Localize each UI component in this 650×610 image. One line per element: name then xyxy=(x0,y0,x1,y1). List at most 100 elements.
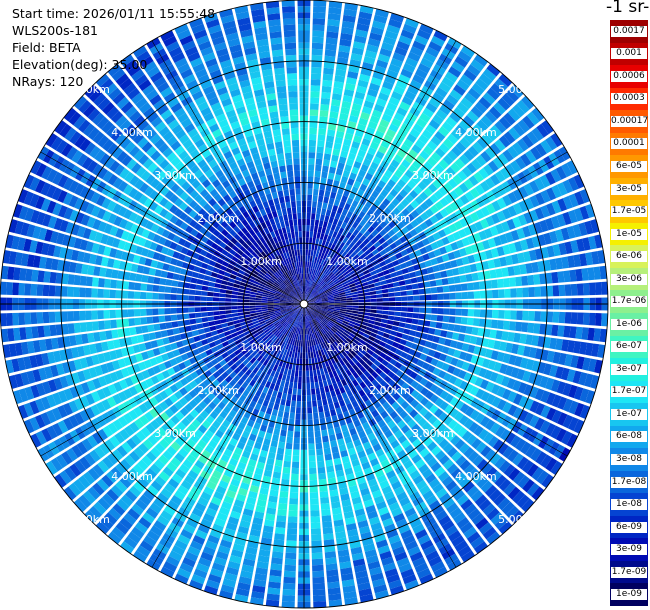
ray-gate xyxy=(396,203,405,212)
ray-gate xyxy=(539,174,551,188)
ray-gate xyxy=(346,441,355,450)
ray-gate xyxy=(313,601,327,608)
ray-gate xyxy=(293,298,299,302)
ray-gate xyxy=(535,143,547,157)
ray-gate xyxy=(166,271,174,280)
ray-gate xyxy=(367,279,374,285)
ray-gate xyxy=(297,382,302,390)
ray-gate xyxy=(188,579,204,591)
ray-gate xyxy=(323,196,330,204)
ray-gate xyxy=(255,309,263,313)
ray-gate xyxy=(124,425,135,437)
ray-gate xyxy=(341,251,348,258)
ray-gate xyxy=(473,345,482,355)
ray-gate xyxy=(323,533,334,541)
ray-gate xyxy=(297,352,300,359)
ray-gate xyxy=(85,321,93,332)
ray-gate xyxy=(312,290,318,296)
ray-gate xyxy=(25,268,33,282)
ray-gate xyxy=(395,252,403,260)
ray-gate xyxy=(473,541,488,554)
ray-gate xyxy=(309,327,313,334)
ray-gate xyxy=(434,328,442,337)
ray-gate xyxy=(467,450,479,463)
ray-gate xyxy=(180,528,193,540)
ray-gate xyxy=(342,283,349,288)
ray-gate xyxy=(215,415,225,424)
ray-gate xyxy=(371,221,379,229)
ray-gate xyxy=(190,277,198,284)
ray-gate xyxy=(357,259,364,266)
ray-gate xyxy=(328,304,335,307)
ray-gate xyxy=(280,308,287,311)
ray-gate xyxy=(289,375,295,383)
ray-gate xyxy=(424,314,432,321)
ray-gate xyxy=(362,269,370,275)
ray-gate xyxy=(329,489,339,497)
ray-gate xyxy=(447,323,455,331)
ray-gate xyxy=(367,510,379,520)
ray-gate xyxy=(317,315,324,320)
ray-gate xyxy=(356,376,363,384)
ray-gate xyxy=(473,309,481,318)
ray-gate xyxy=(371,274,379,280)
ray-gate xyxy=(340,573,354,582)
ray-gate xyxy=(448,66,462,78)
ray-gate xyxy=(455,308,463,316)
ray-gate xyxy=(206,306,214,312)
ray-gate xyxy=(311,546,323,554)
ray-gate xyxy=(247,490,258,499)
ray-gate xyxy=(309,473,318,481)
ray-gate xyxy=(59,470,72,485)
ray-gate xyxy=(20,222,30,236)
ray-gate xyxy=(328,371,334,379)
ray-gate xyxy=(304,334,307,341)
ray-gate xyxy=(12,389,23,405)
ray-gate xyxy=(184,325,192,332)
ray-gate xyxy=(283,342,288,349)
ray-gate xyxy=(362,158,372,167)
ray-gate xyxy=(201,338,209,346)
ray-gate xyxy=(525,262,533,274)
ray-gate xyxy=(435,450,446,461)
ray-gate xyxy=(231,306,238,310)
ray-gate xyxy=(265,283,272,289)
ray-gate xyxy=(497,320,504,330)
ray-gate xyxy=(564,353,573,367)
ray-gate xyxy=(274,295,281,299)
ray-gate xyxy=(185,270,194,277)
ray-gate xyxy=(360,487,371,497)
ray-gate xyxy=(306,292,309,299)
ray-gate xyxy=(339,257,346,265)
ray-gate xyxy=(327,477,337,485)
ray-gate xyxy=(349,285,357,290)
ray-gate xyxy=(321,319,328,325)
ray-gate xyxy=(351,552,364,561)
ray-gate xyxy=(170,257,178,266)
ray-gate xyxy=(362,421,371,430)
ray-gate xyxy=(434,397,444,407)
ray-gate xyxy=(231,345,239,352)
ray-gate xyxy=(259,543,272,551)
ray-gate xyxy=(343,285,350,290)
ray-gate xyxy=(573,254,582,268)
ray-gate xyxy=(293,382,298,389)
ray-gate xyxy=(295,308,301,314)
ray-gate xyxy=(434,466,446,478)
ray-gate xyxy=(465,326,473,335)
ray-gate xyxy=(209,366,217,374)
ray-gate xyxy=(495,425,506,438)
ray-gate xyxy=(316,344,321,351)
ray-gate xyxy=(139,380,149,391)
ray-gate xyxy=(370,237,378,245)
ray-gate xyxy=(447,178,458,189)
ray-gate xyxy=(119,517,133,530)
ray-gate xyxy=(339,292,346,296)
ray-gate xyxy=(94,342,103,353)
ray-gate xyxy=(312,237,316,245)
ray-gate xyxy=(347,422,355,430)
ray-gate xyxy=(351,413,359,422)
ray-gate xyxy=(261,308,269,312)
ray-gate xyxy=(452,367,461,377)
ray-gate xyxy=(209,568,224,578)
